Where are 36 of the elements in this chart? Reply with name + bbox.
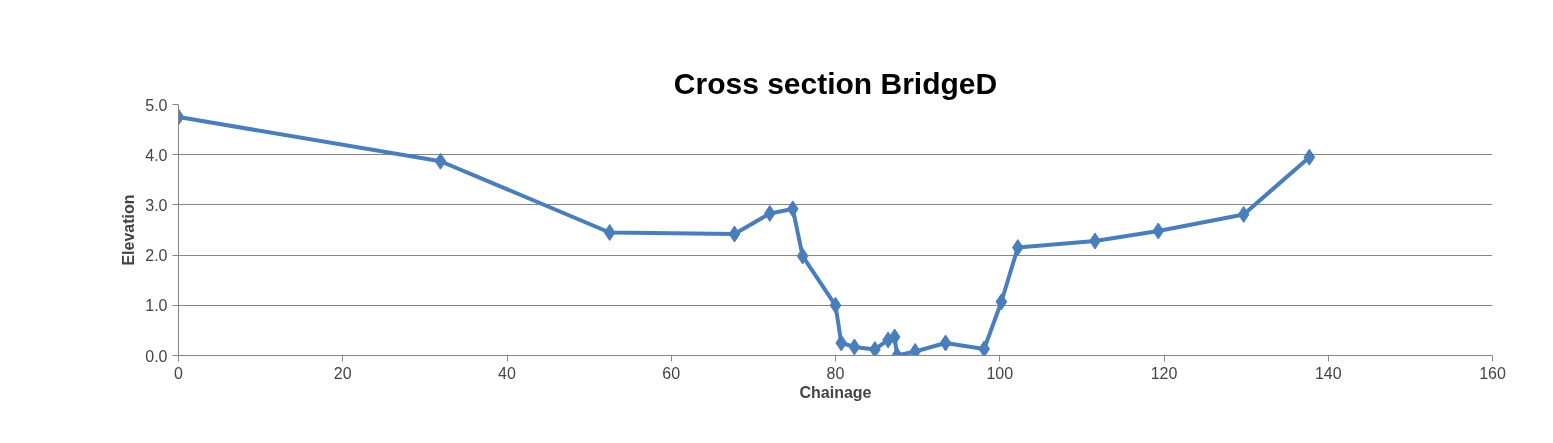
- point: [763, 204, 776, 222]
- point: [728, 225, 741, 243]
- y-tick-label: 3.0: [145, 196, 168, 214]
- x-tick-label: 40: [498, 364, 516, 382]
- point: [434, 152, 447, 170]
- point: [939, 334, 952, 352]
- point: [796, 247, 809, 265]
- point: [786, 200, 799, 218]
- x-tick-label: 100: [986, 364, 1014, 382]
- point: [848, 338, 861, 356]
- point: [1303, 148, 1316, 166]
- y-tick-label: 5.0: [145, 96, 168, 114]
- point: [835, 334, 848, 352]
- point: [1011, 239, 1024, 257]
- y-tick-label: 1.0: [145, 297, 168, 315]
- point: [829, 296, 842, 314]
- y-tick-label: 2.0: [145, 247, 168, 265]
- chart-title: Cross section BridgeD: [673, 66, 998, 100]
- point: [603, 224, 616, 242]
- point: [888, 328, 901, 346]
- point: [1152, 222, 1165, 240]
- y-tick-label: 4.0: [145, 146, 168, 164]
- y-tick-label: 0.0: [145, 347, 168, 365]
- x-tick-label: 120: [1150, 364, 1178, 382]
- point: [869, 340, 881, 356]
- x-tick-label: 0: [174, 364, 184, 382]
- point: [978, 340, 990, 356]
- x-tick-label: 160: [1479, 364, 1506, 382]
- x-tick-label: 140: [1314, 364, 1342, 382]
- y-axis-title: Elevation: [120, 194, 138, 266]
- x-tick-label: 80: [826, 364, 845, 382]
- point: [995, 293, 1008, 311]
- x-axis-title: Chainage: [799, 383, 872, 401]
- x-tick-label: 60: [662, 364, 681, 382]
- point: [1237, 205, 1250, 223]
- x-tick-label: 20: [333, 364, 352, 382]
